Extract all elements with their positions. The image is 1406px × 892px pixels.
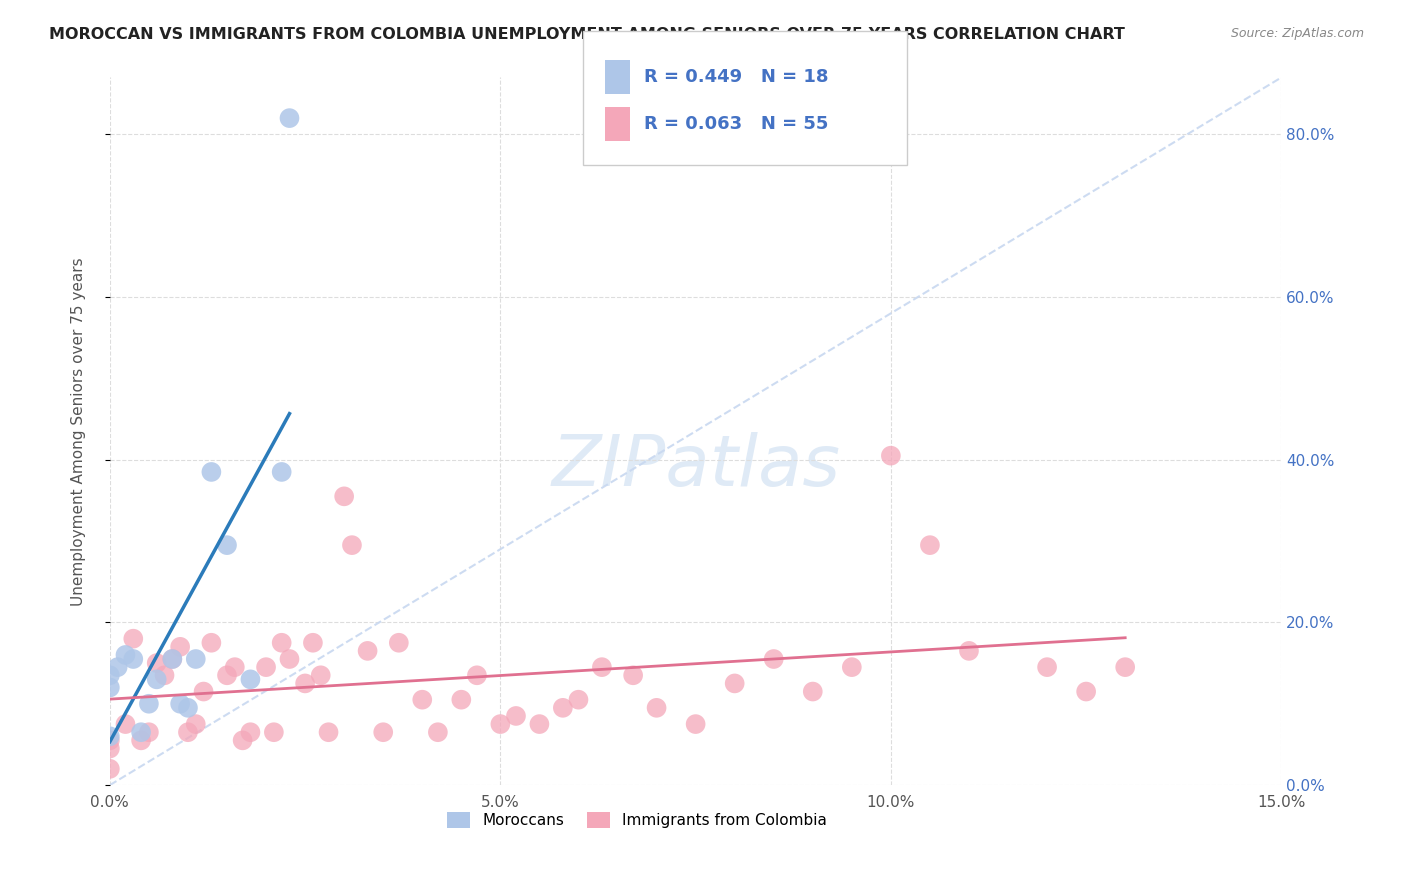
Point (98, 668, 121, 682)
Point (193, 684, 215, 698)
Point (177, 725, 200, 739)
Point (801, 684, 824, 698)
Point (294, 676, 316, 690)
Point (98, 762, 121, 776)
Point (215, 538, 238, 552)
Point (200, 465, 222, 479)
Point (98, 681, 121, 695)
Point (169, 640, 191, 654)
Point (184, 717, 207, 731)
Point (270, 636, 292, 650)
Point (145, 673, 167, 687)
Point (177, 701, 200, 715)
Point (263, 725, 285, 739)
Point (184, 652, 207, 666)
Point (529, 717, 551, 731)
Point (957, 644, 980, 658)
Point (333, 489, 356, 503)
Point (169, 697, 191, 711)
Point (841, 660, 863, 674)
Point (270, 465, 292, 479)
Point (122, 652, 145, 666)
Text: R = 0.063   N = 55: R = 0.063 N = 55 (644, 115, 828, 133)
Point (1036, 660, 1059, 674)
Point (465, 668, 488, 682)
Point (114, 648, 136, 662)
Point (162, 652, 184, 666)
Point (107, 660, 129, 674)
Point (426, 725, 449, 739)
Point (232, 733, 254, 747)
Point (153, 668, 176, 682)
Point (685, 717, 707, 731)
Point (567, 692, 589, 706)
Point (278, 652, 301, 666)
Y-axis label: Unemployment Among Seniors over 75 years: Unemployment Among Seniors over 75 years (72, 257, 86, 606)
Point (129, 725, 152, 739)
Text: MOROCCAN VS IMMIGRANTS FROM COLOMBIA UNEMPLOYMENT AMONG SENIORS OVER 75 YEARS CO: MOROCCAN VS IMMIGRANTS FROM COLOMBIA UNE… (49, 27, 1125, 42)
Point (162, 652, 184, 666)
Text: ZIPatlas: ZIPatlas (551, 432, 841, 501)
Point (450, 692, 472, 706)
Text: R = 0.449   N = 18: R = 0.449 N = 18 (644, 68, 828, 86)
Point (138, 697, 160, 711)
Point (278, 111, 301, 125)
Point (724, 676, 747, 690)
Point (551, 701, 574, 715)
Point (254, 660, 277, 674)
Point (762, 652, 785, 666)
Point (411, 692, 433, 706)
Point (224, 660, 246, 674)
Point (388, 636, 411, 650)
Point (309, 668, 332, 682)
Point (145, 656, 167, 670)
Point (340, 538, 363, 552)
Point (880, 449, 903, 463)
Point (98, 741, 121, 756)
Point (239, 673, 262, 687)
Point (373, 725, 395, 739)
Legend: Moroccans, Immigrants from Colombia: Moroccans, Immigrants from Colombia (441, 805, 834, 834)
Point (1114, 660, 1136, 674)
Point (318, 725, 340, 739)
Text: Source: ZipAtlas.com: Source: ZipAtlas.com (1230, 27, 1364, 40)
Point (138, 725, 160, 739)
Point (302, 636, 325, 650)
Point (122, 632, 145, 646)
Point (356, 644, 378, 658)
Point (918, 538, 941, 552)
Point (489, 717, 512, 731)
Point (200, 636, 222, 650)
Point (98, 729, 121, 743)
Point (645, 701, 668, 715)
Point (129, 733, 152, 747)
Point (114, 717, 136, 731)
Point (215, 668, 238, 682)
Point (505, 709, 527, 723)
Point (239, 725, 262, 739)
Point (1076, 684, 1098, 698)
Point (621, 668, 644, 682)
Point (98, 733, 121, 747)
Point (591, 660, 613, 674)
